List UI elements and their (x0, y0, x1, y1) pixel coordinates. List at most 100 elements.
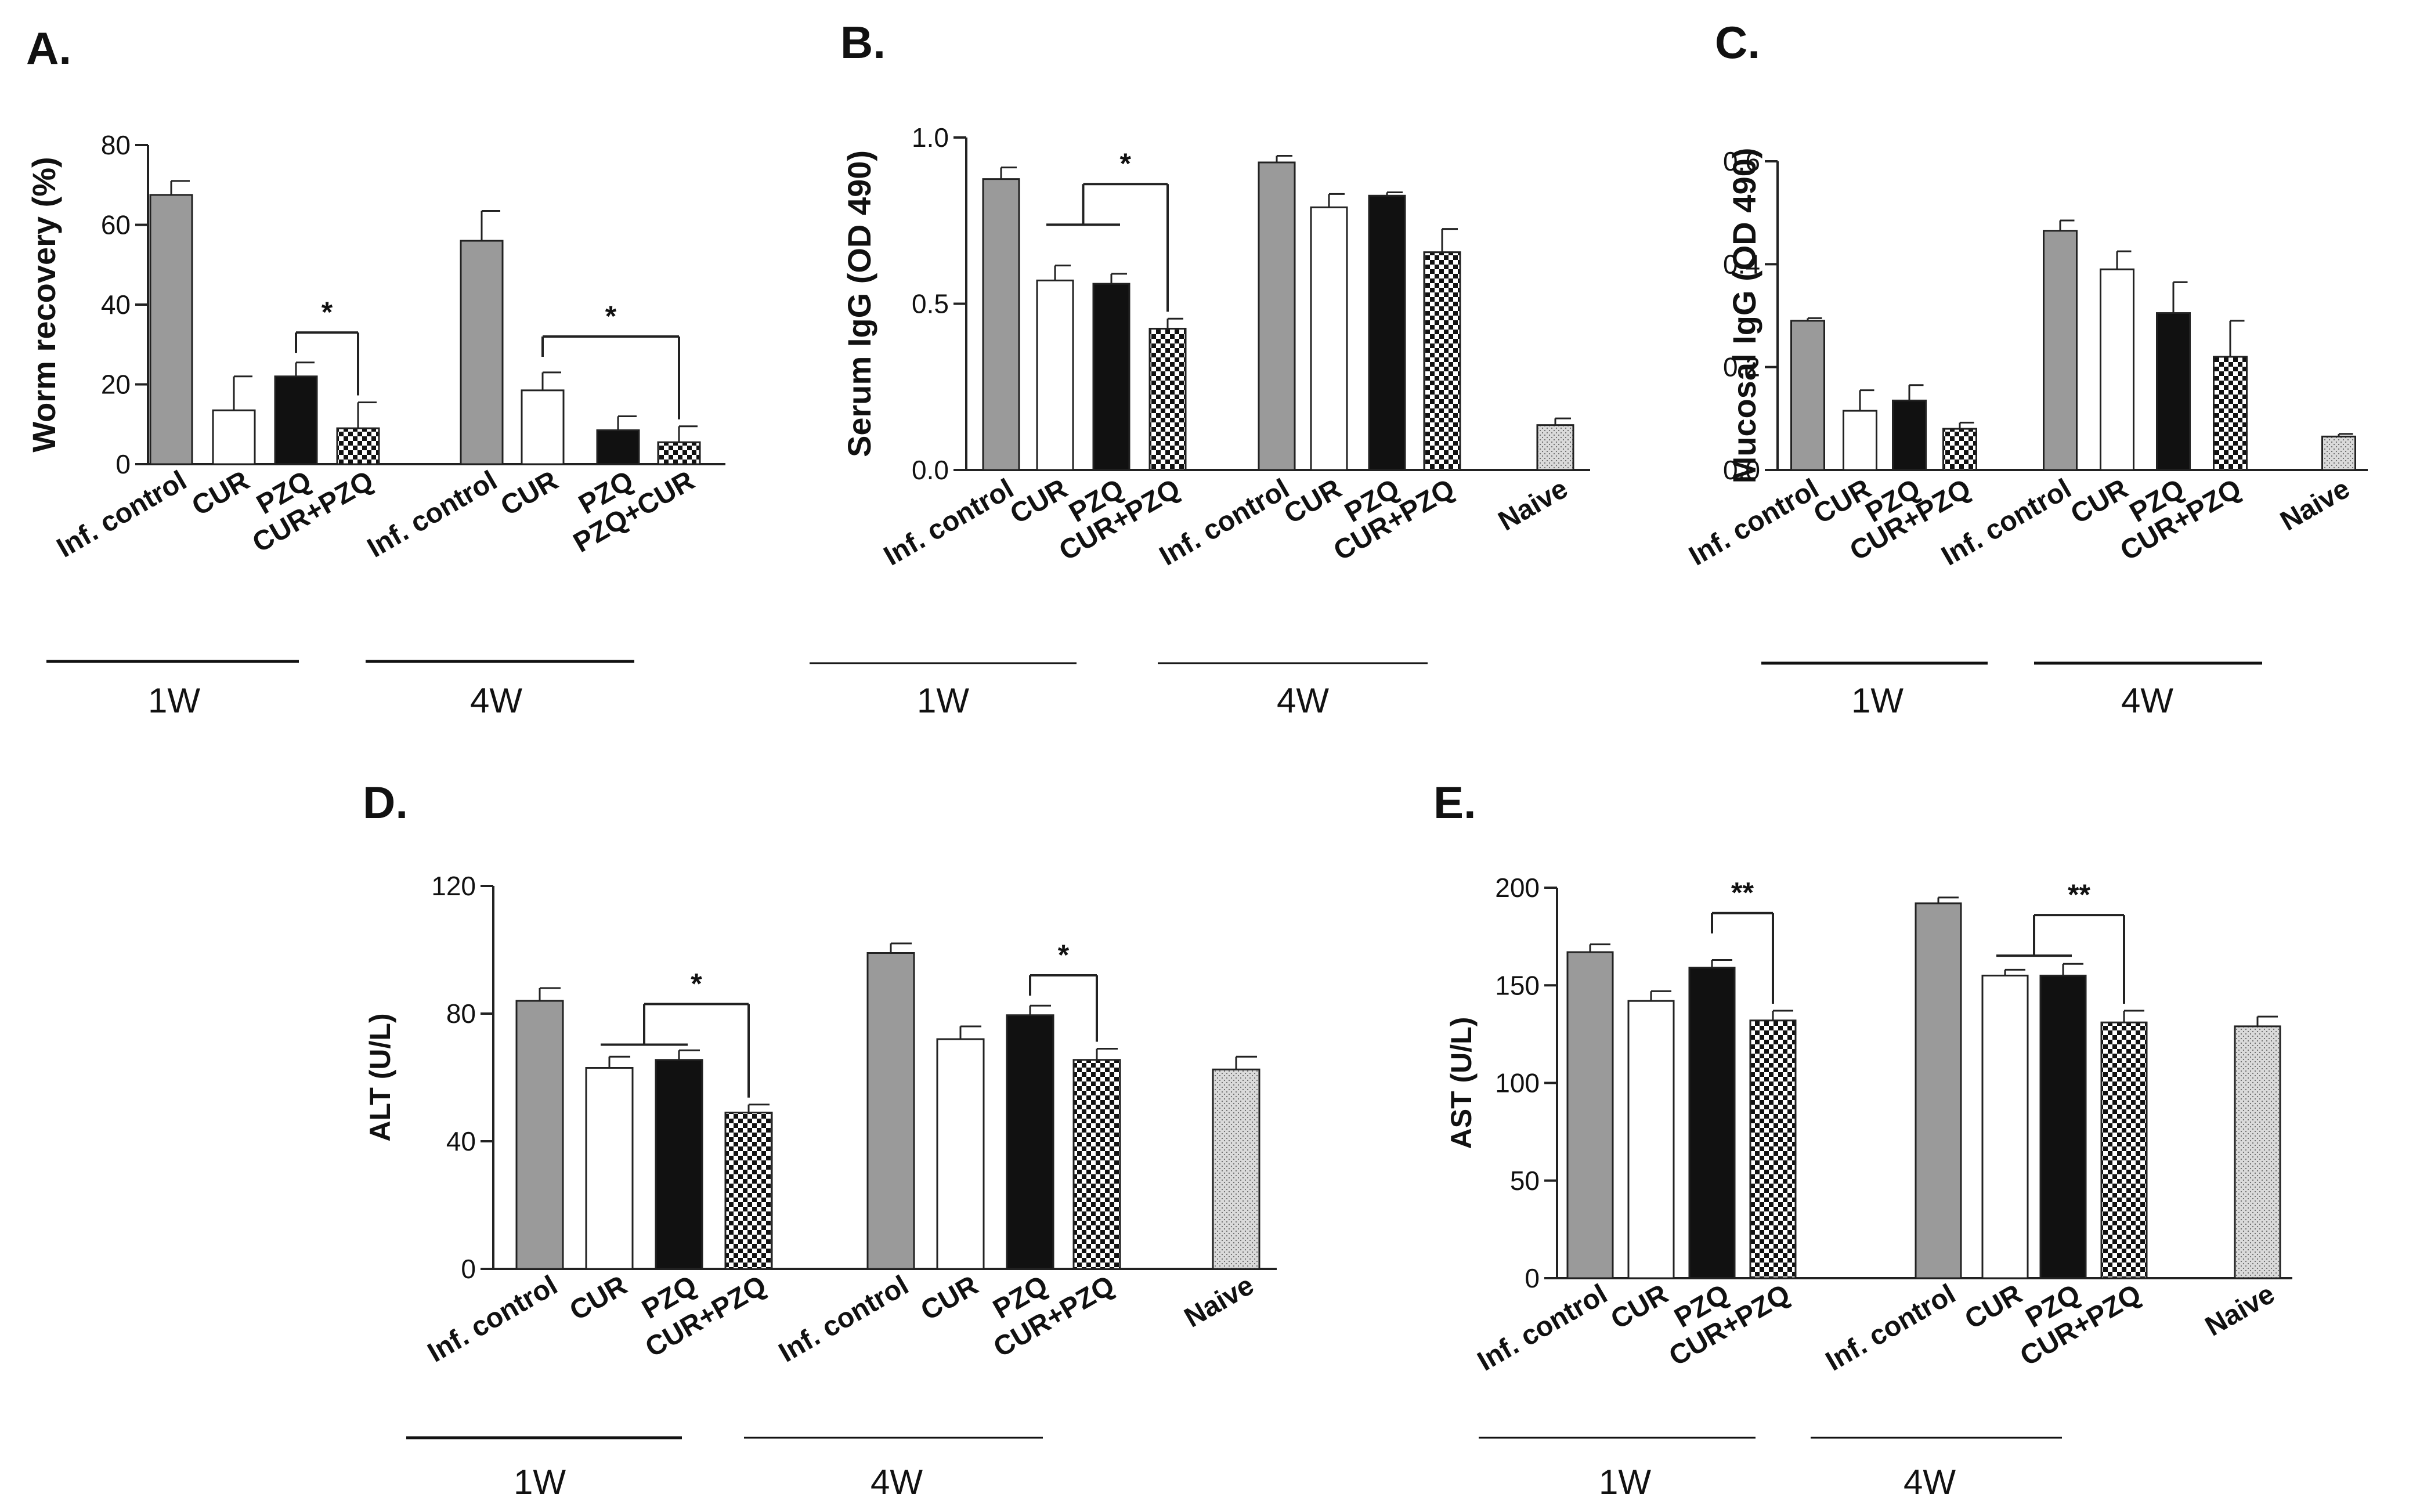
category-label: Inf. control (879, 473, 1018, 572)
bar (2100, 1021, 2148, 1279)
y-tick-label: 0.2 (1723, 352, 1760, 382)
y-tick-label: 40 (446, 1126, 476, 1156)
bar (2043, 230, 2078, 471)
bar (596, 429, 640, 465)
category-label: Inf. control (1821, 1279, 1960, 1377)
bar (1843, 410, 1877, 471)
bar (1148, 327, 1187, 471)
group-label: 1W (514, 1463, 566, 1502)
y-tick-label: 0.4 (1723, 249, 1760, 279)
category-label: Inf. control (774, 1270, 913, 1369)
bar (724, 1112, 773, 1270)
significance-label: * (1058, 939, 1070, 971)
y-axis-title: AST (U/L) (1445, 1017, 1478, 1149)
category-label: Inf. control (1472, 1279, 1612, 1377)
bar (1310, 206, 1348, 471)
category-label: CUR (2065, 473, 2133, 530)
bar (1892, 399, 1927, 471)
significance-label: ** (1731, 877, 1754, 909)
y-axis-title: Worm recovery (%) (26, 157, 62, 452)
bar (460, 240, 504, 465)
bar (274, 375, 318, 465)
y-tick-label: 20 (101, 370, 131, 400)
bar (1566, 951, 1614, 1279)
y-tick-label: 0.6 (1723, 146, 1760, 176)
y-tick-label: 0 (461, 1254, 476, 1284)
y-tick-label: 50 (1510, 1166, 1540, 1196)
panel-label: E. (1433, 777, 1476, 828)
bar (1092, 283, 1130, 471)
bar (585, 1067, 634, 1270)
y-tick-label: 0 (115, 449, 131, 479)
significance-label: ** (2068, 878, 2090, 911)
y-tick-label: 200 (1495, 873, 1540, 903)
y-tick-label: 80 (446, 999, 476, 1029)
y-tick-label: 0.0 (912, 455, 949, 485)
category-label: Inf. control (422, 1270, 562, 1369)
category-label: Naive (2275, 473, 2355, 537)
panel-a: A. 0 20 40 60 80 Worm recovery (%) Inf. control… (26, 23, 725, 720)
bar (2039, 974, 2087, 1279)
y-tick-label: 150 (1495, 970, 1540, 1000)
bar (1942, 428, 1977, 471)
category-label: CUR (1960, 1279, 2028, 1336)
y-tick-label: 40 (101, 290, 131, 320)
bar (212, 409, 256, 465)
panel-label: B. (840, 17, 886, 68)
category-label: CUR (187, 465, 255, 522)
group-label: 4W (1904, 1463, 1956, 1502)
y-axis-title: Mucosal IgG (OD 490) (1726, 148, 1762, 484)
y-tick-label: 1.0 (912, 122, 949, 153)
bar (2213, 356, 2248, 471)
bar (2156, 312, 2191, 471)
bar (2234, 1025, 2281, 1279)
y-tick-label: 60 (101, 210, 131, 240)
bar (336, 427, 380, 465)
bar (655, 1059, 703, 1270)
group-label: 4W (2121, 681, 2173, 720)
category-label: CUR (565, 1270, 633, 1327)
category-label: Inf. control (1684, 473, 1824, 572)
panel-b: B. 0.0 0.5 1.0 Serum IgG (OD 490)Inf. contro… (810, 17, 1590, 720)
bar (149, 194, 193, 465)
bar (1258, 161, 1296, 471)
bar (1688, 967, 1736, 1279)
bar (657, 441, 701, 465)
bar (1072, 1059, 1121, 1270)
bar (1036, 279, 1074, 471)
category-label: Naive (2200, 1279, 2280, 1343)
significance-label: * (322, 296, 333, 328)
y-tick-label: 0 (1525, 1263, 1540, 1293)
bar (521, 389, 565, 465)
bar (515, 1000, 564, 1270)
category-label: CUR (1005, 473, 1073, 530)
significance-label: * (605, 300, 617, 332)
bar (1627, 1000, 1675, 1279)
panel-label: D. (363, 777, 408, 828)
bar (1749, 1019, 1797, 1279)
bar (1536, 424, 1574, 471)
group-label: 1W (1851, 681, 1904, 720)
category-label: Naive (1493, 473, 1573, 537)
bar (982, 178, 1020, 471)
y-axis-title: ALT (U/L) (364, 1013, 396, 1141)
category-label: Inf. control (52, 465, 192, 564)
panel-label: A. (26, 23, 71, 74)
y-tick-label: 0.0 (1723, 455, 1760, 485)
bar (1915, 902, 1962, 1279)
panel-label: C. (1715, 17, 1760, 68)
bar (1423, 251, 1461, 471)
group-label: 4W (1277, 681, 1329, 720)
y-axis-title: Serum IgG (OD 490) (841, 150, 877, 457)
group-label: 1W (148, 681, 200, 720)
significance-label: * (691, 968, 702, 1000)
group-label: 4W (470, 681, 522, 720)
bar (936, 1038, 985, 1270)
category-label: CUR (916, 1270, 984, 1327)
bar (1981, 974, 2029, 1279)
significance-label: * (1120, 147, 1132, 180)
